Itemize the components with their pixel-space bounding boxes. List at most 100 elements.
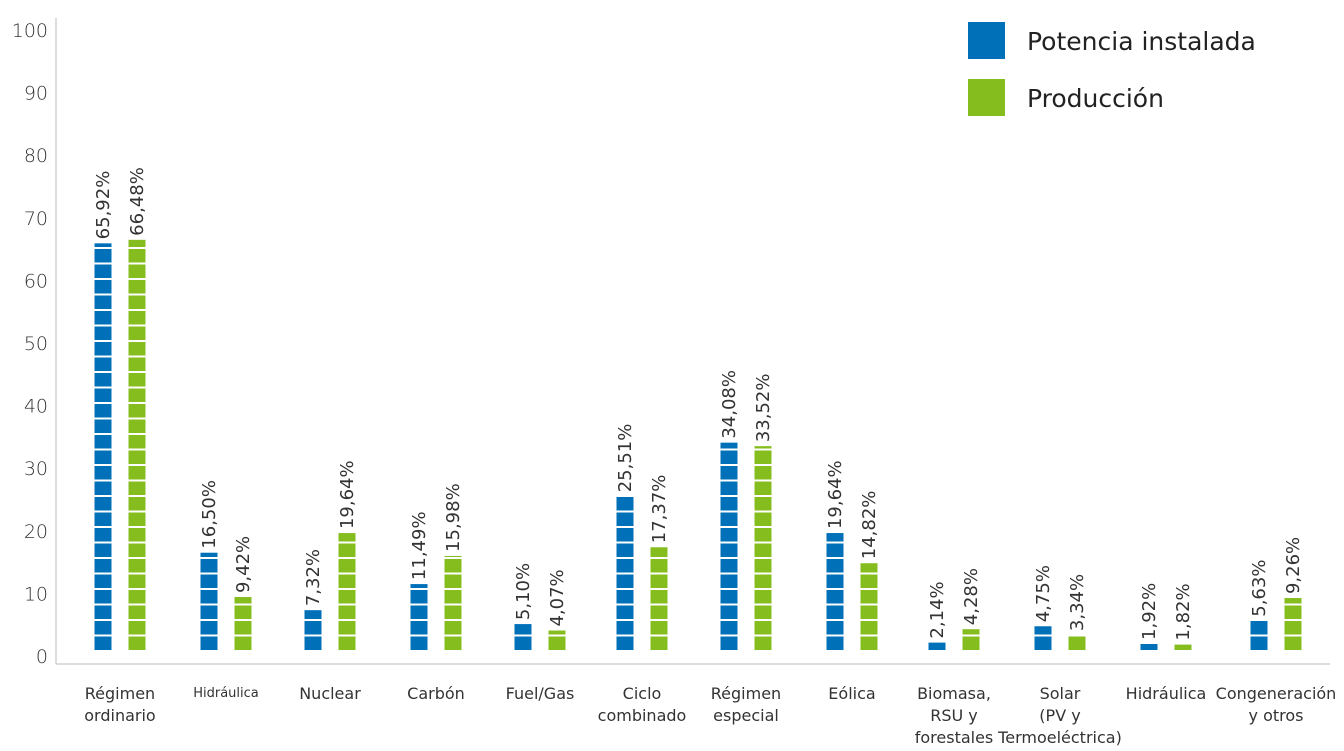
bar-segment xyxy=(128,311,146,325)
bar-segment xyxy=(754,621,772,635)
x-category-label: Fuel/Gas xyxy=(506,684,575,703)
bar-segment xyxy=(128,512,146,526)
bar-segment xyxy=(94,435,112,449)
bar-segment xyxy=(720,528,738,542)
bar-value-label: 9,26% xyxy=(1283,537,1304,594)
x-category-line: Biomasa, xyxy=(917,684,991,703)
bar-segment xyxy=(616,497,634,511)
bar-produccion xyxy=(650,547,668,650)
x-category-line: Solar xyxy=(1040,684,1081,703)
bar-segment xyxy=(94,357,112,371)
bar-potencia xyxy=(720,442,738,650)
bar-value-label: 11,49% xyxy=(409,511,430,580)
bar-segment xyxy=(444,590,462,604)
x-category-label: Biomasa, RSU y forestales xyxy=(915,684,994,747)
bar-segment xyxy=(410,584,428,588)
bar-segment xyxy=(94,450,112,464)
bar-segment xyxy=(444,621,462,635)
bar-segment xyxy=(304,636,322,650)
y-axis: 0 10 20 30 40 50 60 70 80 90 100 xyxy=(12,18,57,668)
y-tick-label: 90 xyxy=(24,83,48,105)
bar-segment xyxy=(94,280,112,294)
x-category-line: Carbón xyxy=(407,684,465,703)
bar-segment xyxy=(128,621,146,635)
bar-segment xyxy=(548,636,566,650)
bar-segment xyxy=(860,590,878,604)
x-category-label: Régimen ordinario xyxy=(84,684,155,725)
bar-segment xyxy=(754,450,772,464)
bar-segment xyxy=(338,559,356,573)
bar-potencia xyxy=(304,610,322,650)
bar-segment xyxy=(128,450,146,464)
bar-segment xyxy=(94,342,112,356)
bar-segment xyxy=(514,636,532,650)
bar-segment xyxy=(754,559,772,573)
bar-segment xyxy=(128,419,146,433)
bar-produccion xyxy=(128,239,146,650)
y-tick-label: 80 xyxy=(24,145,48,167)
x-category-label: Carbón xyxy=(407,684,465,703)
x-category-line: y otros xyxy=(1249,706,1304,725)
bar-segment xyxy=(720,481,738,495)
bar-segment xyxy=(826,636,844,650)
bar-segment xyxy=(650,605,668,619)
bar-segment xyxy=(754,512,772,526)
x-category-label: Régimen especial xyxy=(711,684,781,725)
bar-segment xyxy=(338,590,356,604)
y-tick-label: 100 xyxy=(12,20,48,42)
bar-segment xyxy=(444,636,462,650)
bar-segment xyxy=(754,446,772,449)
bar-segment xyxy=(234,605,252,619)
bar-value-label: 17,37% xyxy=(649,475,670,544)
bar-segment xyxy=(94,497,112,511)
bar-segment xyxy=(128,264,146,278)
bar-segment xyxy=(720,605,738,619)
bar-segment xyxy=(444,605,462,619)
bar-segment xyxy=(754,574,772,588)
x-category-line: RSU y xyxy=(930,706,978,725)
bar-segment xyxy=(234,597,252,604)
x-category-line: Ciclo xyxy=(623,684,662,703)
bar-segment xyxy=(94,590,112,604)
bar-segment xyxy=(616,621,634,635)
x-category-line: (PV y xyxy=(1039,706,1080,725)
bar-segment xyxy=(94,543,112,557)
bar-segment xyxy=(1284,636,1302,650)
bar-segment xyxy=(754,543,772,557)
x-category-label: Nuclear xyxy=(299,684,361,703)
bar-segment xyxy=(200,621,218,635)
bar-produccion xyxy=(1068,636,1086,650)
legend-label: Potencia instalada xyxy=(1027,27,1256,56)
bar-segment xyxy=(338,636,356,650)
x-category-label: Solar (PV y Termoeléctrica) xyxy=(997,684,1122,747)
bar-value-label: 4,75% xyxy=(1033,565,1054,622)
bar-segment xyxy=(128,574,146,588)
bar-segment xyxy=(128,528,146,542)
bar-segment xyxy=(304,621,322,635)
bar-value-label: 9,42% xyxy=(233,536,254,593)
bar-produccion xyxy=(754,446,772,650)
bar-value-label: 33,52% xyxy=(753,374,774,443)
y-tick-label: 10 xyxy=(24,583,48,605)
bar-value-label: 4,07% xyxy=(547,569,568,626)
bar-potencia xyxy=(514,624,532,650)
bar-segment xyxy=(128,295,146,309)
y-tick-label: 50 xyxy=(24,333,48,355)
bar-segment xyxy=(94,249,112,263)
bar-segment xyxy=(94,605,112,619)
legend-swatch xyxy=(968,22,1005,59)
bar-potencia xyxy=(410,584,428,650)
x-category-label: Hidráulica xyxy=(1126,684,1207,703)
bar-segment xyxy=(650,559,668,573)
bar-segment xyxy=(128,326,146,340)
bar-produccion xyxy=(338,533,356,650)
bar-segment xyxy=(720,574,738,588)
bar-segment xyxy=(234,636,252,650)
bar-segment xyxy=(616,528,634,542)
bar-segment xyxy=(1284,621,1302,635)
bar-value-label: 19,64% xyxy=(825,460,846,529)
bar-value-label: 1,82% xyxy=(1173,583,1194,640)
bar-segment xyxy=(128,590,146,604)
bar-segment xyxy=(94,466,112,480)
